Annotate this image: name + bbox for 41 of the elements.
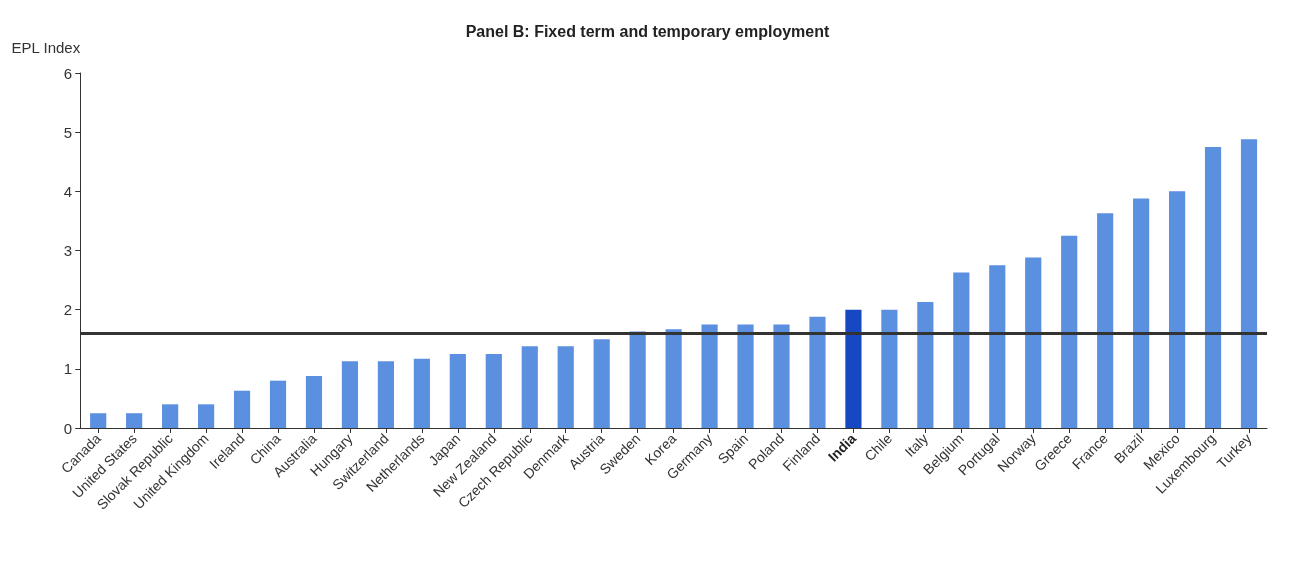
bar [269,380,287,428]
y-tick-label: 0 [63,419,73,437]
bar [1025,257,1042,428]
bar [233,390,251,428]
bar [197,404,215,428]
bar [1097,213,1114,428]
bar [521,346,538,428]
bar [845,309,862,428]
y-tick-label: 3 [63,242,73,259]
bar [809,316,826,428]
bar [701,324,718,428]
y-tick-label: 2 [63,301,73,319]
bar [593,339,610,428]
bar [341,361,359,428]
y-tick-label: 5 [63,123,73,141]
bar [1240,139,1258,428]
chart-title: Panel B: Fixed term and temporary employment [465,22,830,40]
bar [1133,198,1150,428]
bar [162,404,179,428]
bar [881,309,898,428]
bar [737,324,754,428]
bar [305,375,323,428]
bar [557,346,574,428]
bar [953,272,970,428]
y-tick-label: 1 [63,360,73,378]
bar [1169,191,1186,428]
bar [989,265,1006,428]
bar [377,361,394,428]
bar [449,354,466,428]
bar [90,413,107,428]
bar [413,358,430,428]
bar [126,413,143,428]
y-tick-label: 4 [63,182,73,200]
y-axis-title: EPL Index [11,39,81,56]
bar [1204,146,1222,428]
bar [773,324,790,428]
bar [917,301,934,428]
y-tick-label: 6 [63,64,73,82]
bar [665,329,682,428]
bar [485,354,502,428]
bar [1061,235,1078,428]
